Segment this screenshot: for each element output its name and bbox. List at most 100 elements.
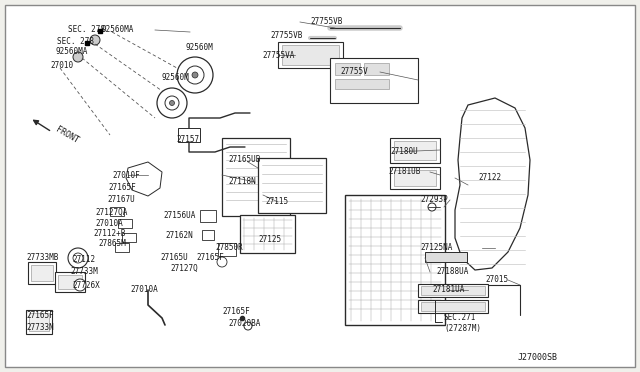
Text: 27115: 27115: [265, 198, 288, 206]
Text: 27755VB: 27755VB: [310, 17, 342, 26]
Bar: [335, 79, 389, 89]
Text: 92560M: 92560M: [185, 44, 212, 52]
Text: 27733M: 27733M: [70, 267, 98, 276]
Circle shape: [170, 100, 175, 106]
Bar: [29, 313, 49, 331]
Text: FRONT: FRONT: [54, 125, 80, 145]
Circle shape: [165, 96, 179, 110]
Text: SEC.271: SEC.271: [444, 314, 476, 323]
Bar: [418, 300, 488, 313]
Circle shape: [244, 322, 252, 330]
Text: 27726X: 27726X: [72, 280, 100, 289]
Text: 92560MA: 92560MA: [102, 26, 134, 35]
Text: 27165F: 27165F: [196, 253, 224, 263]
Text: SEC. 278: SEC. 278: [57, 38, 94, 46]
Text: 27165U: 27165U: [160, 253, 188, 263]
Text: 27755VB: 27755VB: [270, 31, 302, 39]
Bar: [222, 138, 290, 216]
Bar: [421, 302, 485, 311]
Bar: [345, 195, 445, 325]
Text: 27755V: 27755V: [340, 67, 368, 77]
Text: 27165UB: 27165UB: [228, 155, 260, 164]
Circle shape: [90, 35, 100, 45]
Text: 27010F: 27010F: [112, 170, 140, 180]
Circle shape: [186, 66, 204, 84]
Text: (27287M): (27287M): [444, 324, 481, 333]
Bar: [118, 219, 132, 228]
Bar: [218, 243, 236, 256]
Bar: [390, 138, 440, 163]
Bar: [110, 207, 124, 216]
Text: 27015: 27015: [485, 276, 508, 285]
Text: 27157: 27157: [176, 135, 199, 144]
Bar: [240, 215, 295, 253]
Bar: [115, 243, 129, 252]
Text: 27020BA: 27020BA: [228, 318, 260, 327]
Bar: [55, 272, 85, 292]
Text: 27733MB: 27733MB: [26, 253, 58, 263]
Text: 27010A: 27010A: [95, 218, 123, 228]
Text: 27122: 27122: [478, 173, 501, 183]
Text: 27180U: 27180U: [390, 148, 418, 157]
Text: 27127Q: 27127Q: [170, 263, 198, 273]
Text: 27293P: 27293P: [420, 196, 448, 205]
Circle shape: [68, 248, 88, 268]
Text: 27118N: 27118N: [228, 177, 256, 186]
Bar: [335, 63, 360, 75]
Text: 27010A: 27010A: [130, 285, 157, 295]
Bar: [258, 158, 326, 213]
Polygon shape: [126, 162, 162, 196]
Bar: [282, 45, 339, 65]
Text: J27000SB: J27000SB: [518, 353, 558, 362]
Bar: [390, 167, 440, 189]
Bar: [31, 265, 53, 281]
Bar: [418, 284, 488, 297]
Text: 27167U: 27167U: [107, 196, 135, 205]
Text: 27181UB: 27181UB: [388, 167, 420, 176]
Bar: [425, 252, 467, 262]
Bar: [278, 42, 343, 68]
Circle shape: [428, 203, 436, 211]
Text: 27165F: 27165F: [108, 183, 136, 192]
Text: 92560MA: 92560MA: [55, 48, 88, 57]
Bar: [178, 128, 200, 142]
Text: 27850R: 27850R: [215, 244, 243, 253]
Text: 27125NA: 27125NA: [420, 244, 452, 253]
Text: 27165F: 27165F: [222, 308, 250, 317]
Circle shape: [252, 156, 260, 164]
Bar: [330, 58, 418, 103]
Bar: [394, 170, 436, 186]
Bar: [122, 233, 136, 242]
Bar: [421, 286, 485, 295]
Text: 27112: 27112: [72, 256, 95, 264]
Text: 27125: 27125: [258, 235, 281, 244]
Text: 27162N: 27162N: [165, 231, 193, 240]
Circle shape: [217, 257, 227, 267]
Polygon shape: [455, 98, 530, 270]
Bar: [26, 310, 52, 334]
Text: 27865M: 27865M: [98, 240, 125, 248]
Text: 27733N: 27733N: [26, 323, 54, 331]
Bar: [364, 63, 389, 75]
Circle shape: [157, 88, 187, 118]
Text: 27010: 27010: [50, 61, 73, 70]
Text: 27165F: 27165F: [26, 311, 54, 320]
Text: SEC. 278: SEC. 278: [68, 26, 105, 35]
Bar: [202, 230, 214, 240]
Circle shape: [73, 253, 83, 263]
Text: 27188UA: 27188UA: [436, 267, 468, 276]
Bar: [58, 275, 82, 289]
Text: 92560M: 92560M: [162, 74, 189, 83]
Bar: [28, 262, 56, 284]
Text: 27127QA: 27127QA: [95, 208, 127, 217]
Text: 27112+B: 27112+B: [93, 228, 125, 237]
Text: 27181UA: 27181UA: [432, 285, 465, 295]
Circle shape: [73, 52, 83, 62]
Bar: [200, 210, 216, 222]
Circle shape: [177, 57, 213, 93]
Circle shape: [192, 72, 198, 78]
Bar: [394, 141, 436, 160]
Text: 27755VA: 27755VA: [262, 51, 294, 60]
Circle shape: [74, 279, 86, 291]
Text: 27156UA: 27156UA: [163, 211, 195, 219]
